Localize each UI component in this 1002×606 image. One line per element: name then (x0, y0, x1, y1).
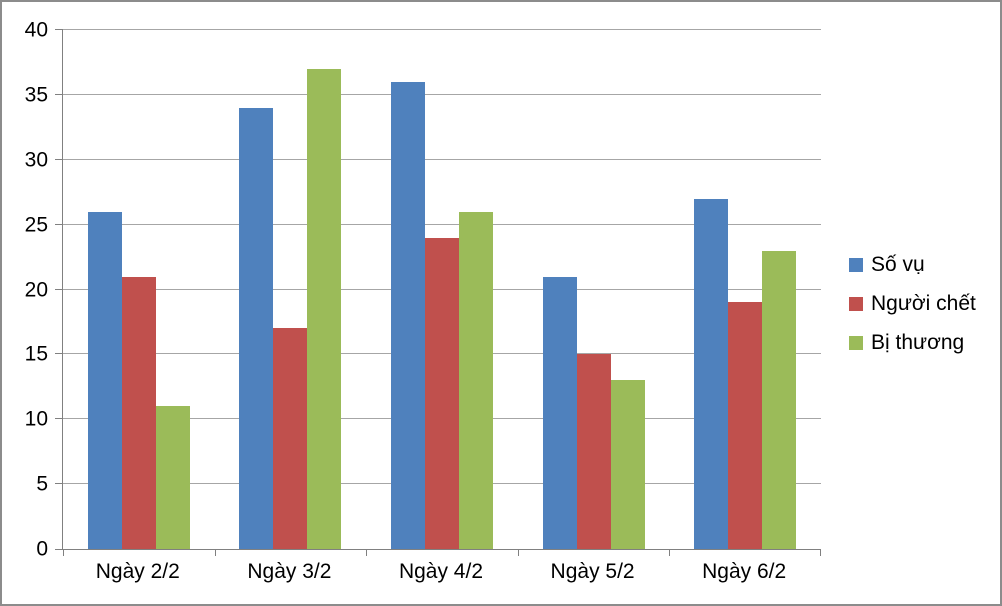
y-axis-label-0: 0 (36, 537, 48, 561)
legend-item-Số vụ: Số vụ (849, 253, 976, 277)
x-axis-labels: Ngày 2/2 Ngày 3/2 Ngày 4/2 Ngày 5/2 Ngày 6/2 (62, 560, 820, 584)
x-axis-label-1: Ngày 2/2 (95, 560, 180, 583)
legend-item-Người chết: Người chết (849, 292, 976, 316)
y-axis-label-15: 15 (24, 342, 48, 366)
y-axis-tick-0 (55, 549, 63, 550)
y-axis-label-10: 10 (24, 407, 48, 431)
y-axis-label-35: 35 (24, 83, 48, 107)
bar-group-5 (669, 30, 821, 549)
x-axis-label-3: Ngày 4/2 (398, 560, 484, 583)
bar-groups-layer (63, 30, 821, 549)
bar-group-4 (518, 30, 670, 549)
y-axis-tick-25 (55, 223, 63, 225)
x-axis-tick-5 (820, 549, 821, 556)
bar-Số vụ-Ngày 2/2 (87, 211, 122, 549)
y-axis-tick-40 (55, 29, 63, 30)
legend-item-Bị thương: Bị thương (849, 331, 976, 355)
bar-Bị thương-Ngày 4/2 (458, 211, 493, 549)
y-axis-labels: 0 5 10 15 20 25 30 35 40 (2, 20, 48, 560)
y-axis-tick-10 (55, 418, 63, 420)
y-axis-label-5: 5 (36, 472, 48, 496)
legend-marker-icon (849, 258, 863, 272)
bar-Người chết-Ngày 6/2 (728, 302, 763, 549)
bar-Số vụ-Ngày 3/2 (239, 107, 274, 549)
y-axis-label-30: 30 (24, 148, 48, 172)
y-axis-label-20: 20 (24, 278, 48, 301)
bar-Số vụ-Ngày 4/2 (390, 81, 425, 549)
bar-Người chết-Ngày 5/2 (576, 354, 611, 549)
legend-label: Bị thương (871, 331, 965, 354)
legend-marker-icon (849, 297, 863, 311)
legend-marker-icon (849, 336, 863, 350)
bar-Bị thương-Ngày 5/2 (610, 380, 645, 549)
x-axis-tick-2 (366, 549, 368, 556)
x-axis-label-5: Ngày 6/2 (702, 560, 787, 583)
y-axis-tick-15 (55, 353, 63, 355)
y-axis-label-25: 25 (24, 213, 48, 237)
bar-Người chết-Ngày 2/2 (121, 276, 156, 549)
gridline-y-35 (63, 93, 821, 95)
bar-Số vụ-Ngày 5/2 (542, 276, 577, 549)
bar-Số vụ-Ngày 6/2 (694, 198, 729, 549)
bar-Bị thương-Ngày 3/2 (307, 68, 342, 549)
x-axis-tick-3 (517, 549, 519, 556)
x-axis-tick-1 (214, 549, 216, 556)
bar-group-3 (366, 30, 518, 549)
y-axis-tick-35 (55, 93, 63, 95)
bar-group-1 (63, 30, 215, 549)
bar-Bị thương-Ngày 6/2 (762, 250, 797, 549)
legend-label: Số vụ (871, 253, 925, 276)
legend-label: Người chết (871, 292, 976, 315)
gridline-y-25 (63, 223, 821, 225)
gridline-y-30 (63, 158, 821, 160)
y-axis-label-40: 40 (24, 18, 48, 42)
y-axis-tick-30 (55, 158, 63, 160)
bar-Bị thương-Ngày 2/2 (155, 406, 190, 549)
plot-area (55, 29, 821, 556)
x-axis-tick-4 (669, 549, 671, 556)
bar-Người chết-Ngày 4/2 (424, 237, 459, 549)
legend: Số vụ Người chết Bị thương (849, 253, 976, 355)
gridline-y-40 (63, 29, 821, 30)
x-axis-label-4: Ngày 5/2 (550, 560, 635, 583)
x-axis-label-2: Ngày 3/2 (247, 560, 332, 583)
x-axis-tick-0 (63, 549, 64, 556)
y-axis-tick-5 (55, 483, 63, 485)
bar-group-2 (215, 30, 367, 549)
y-axis-tick-20 (55, 288, 63, 290)
bar-Người chết-Ngày 3/2 (273, 328, 308, 549)
